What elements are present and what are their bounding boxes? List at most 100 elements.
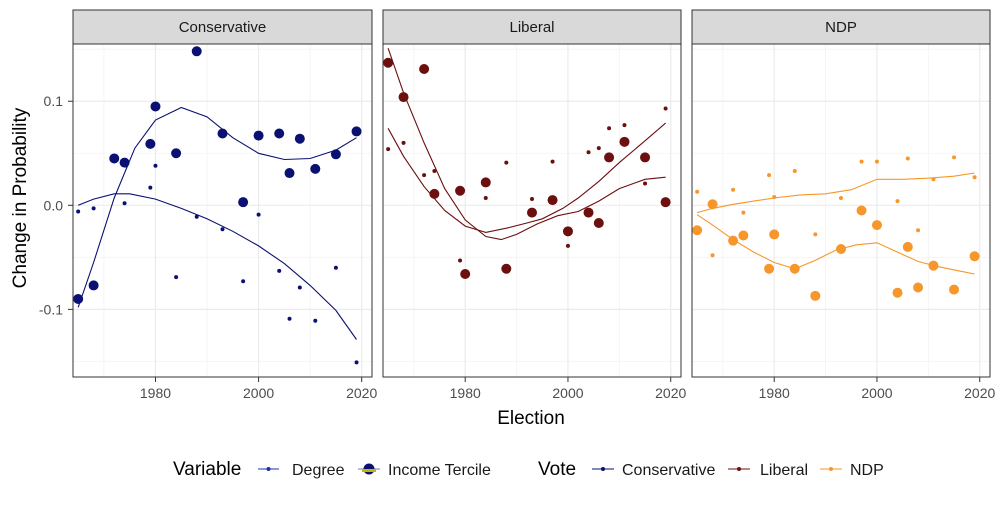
point-income-tercile [738,230,749,241]
facet-strip-label: Conservative [179,19,267,36]
point-degree [313,318,318,323]
point-income-tercile [419,63,430,74]
point-degree [422,173,427,178]
point-degree [813,232,818,237]
point-income-tercile [455,185,466,196]
facet-strip [382,9,682,45]
point-income-tercile [728,235,739,246]
point-income-tercile [640,152,651,163]
panel-conservative: Conservative 1980 2000 2020 [72,9,377,401]
legend-key-liberal [728,467,750,471]
point-degree [622,123,627,128]
y-tick-label: 0.0 [44,197,64,213]
point-degree [859,159,864,164]
point-income-tercile [274,128,285,139]
legend-label-income-tercile: Income Tercile [388,462,491,479]
panel-ndp: NDP 1980 2000 2020 [691,9,996,401]
point-income-tercile [583,207,594,218]
point-degree [731,187,736,192]
trend-line-degree [77,193,357,340]
legend-title-vote: Vote [538,459,576,480]
point-degree [354,360,359,365]
point-income-tercile [150,101,161,112]
point-income-tercile [383,57,394,68]
panel-border [382,43,682,378]
facet-strip [72,9,373,45]
point-income-tercile [73,293,84,304]
facet-strip [691,9,991,45]
legend: Variable Degree Income Tercile Vote Cons… [173,459,884,480]
point-degree [952,155,957,160]
point-degree [972,175,977,180]
point-degree [607,126,612,131]
point-income-tercile [145,138,156,149]
point-income-tercile [928,260,939,271]
point-degree [256,212,261,217]
point-income-tercile [892,287,903,298]
point-income-tercile [836,244,846,255]
point-degree [663,106,668,111]
point-degree [148,185,153,190]
point-income-tercile [692,225,703,236]
panel-border [691,43,991,378]
point-degree [401,140,406,145]
point-income-tercile [310,163,321,174]
point-degree [76,209,81,214]
point-degree [905,156,910,161]
point-degree [277,268,282,273]
point-income-tercile [660,197,671,208]
point-degree [122,201,127,206]
y-tick-label: 0.1 [44,93,64,109]
x-tick-label: 1980 [140,385,171,401]
point-income-tercile [871,220,882,231]
x-tick-label: 2000 [552,385,583,401]
point-degree [772,194,777,199]
point-degree [91,206,96,211]
point-degree [741,210,746,215]
point-degree [550,159,555,164]
point-degree [333,265,338,270]
point-degree [432,168,437,173]
point-income-tercile [284,168,295,179]
x-axis-title: Election [497,408,565,429]
point-degree [386,147,391,152]
point-income-tercile [593,217,604,228]
point-income-tercile [562,226,573,237]
point-degree [287,316,292,321]
point-degree [174,275,179,280]
point-degree [194,214,199,219]
x-tick-label: 2000 [243,385,274,401]
legend-title-variable: Variable [173,459,241,480]
point-degree [220,227,225,232]
x-tick-label: 2020 [964,385,995,401]
x-tick-label: 1980 [759,385,790,401]
point-income-tercile [547,195,558,206]
point-income-tercile [351,126,362,137]
point-income-tercile [217,128,228,139]
legend-label-conservative: Conservative [622,462,715,479]
point-income-tercile [330,149,341,160]
point-income-tercile [109,153,120,164]
point-degree [767,173,772,178]
panel-background [692,44,990,377]
panel-background [73,44,372,377]
point-income-tercile [501,263,512,274]
point-income-tercile [764,263,775,274]
x-tick-label: 1980 [450,385,481,401]
panel-border [72,43,373,378]
point-income-tercile [604,152,615,163]
point-degree [586,150,591,155]
point-income-tercile [856,205,867,216]
point-income-tercile [398,92,409,103]
point-degree [530,197,534,202]
point-degree [458,258,463,263]
point-degree [695,189,700,194]
point-income-tercile [949,284,960,295]
point-income-tercile [527,207,537,218]
point-income-tercile [789,263,800,274]
point-income-tercile [88,280,99,291]
legend-label-ndp: NDP [850,462,884,479]
point-degree [241,279,246,284]
